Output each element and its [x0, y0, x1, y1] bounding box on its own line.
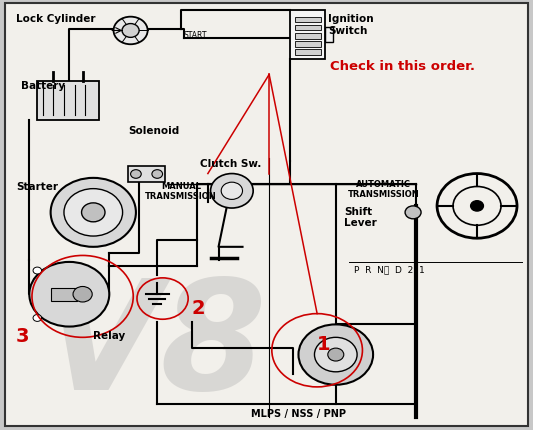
Circle shape [131, 170, 141, 179]
Text: Ignition
Switch: Ignition Switch [328, 14, 374, 36]
Circle shape [82, 203, 105, 222]
Bar [295, 18, 321, 23]
Circle shape [122, 25, 139, 38]
Circle shape [29, 262, 109, 327]
Text: MLPS / NSS / PNP: MLPS / NSS / PNP [251, 408, 346, 418]
Text: Lock Cylinder: Lock Cylinder [16, 14, 95, 25]
Text: Solenoid: Solenoid [128, 126, 179, 136]
Circle shape [51, 178, 136, 247]
Circle shape [33, 267, 42, 274]
Bar [295, 34, 321, 40]
Text: AUTOMATIC
TRANSMISSION: AUTOMATIC TRANSMISSION [348, 179, 419, 199]
Text: Check in this order.: Check in this order. [330, 60, 475, 73]
Bar [325, 28, 333, 43]
Text: 3: 3 [16, 326, 29, 345]
Circle shape [152, 170, 163, 179]
Text: Shift
Lever: Shift Lever [344, 206, 376, 228]
Text: MANUAL
TRANSMISSION: MANUAL TRANSMISSION [146, 181, 217, 201]
Bar [37, 82, 99, 120]
Text: Battery: Battery [21, 81, 66, 91]
Text: Clutch Sw.: Clutch Sw. [200, 158, 261, 169]
Text: Starter: Starter [16, 182, 58, 192]
Text: 1: 1 [317, 335, 331, 353]
Circle shape [314, 338, 357, 372]
Bar [295, 26, 321, 31]
Circle shape [211, 174, 253, 209]
Bar [295, 42, 321, 48]
Circle shape [73, 287, 92, 302]
Circle shape [64, 189, 123, 236]
Circle shape [471, 201, 483, 212]
Bar [128, 166, 165, 183]
Circle shape [114, 18, 148, 45]
Text: V8: V8 [43, 273, 267, 421]
Circle shape [33, 315, 42, 322]
Bar [290, 11, 325, 60]
Bar [51, 288, 77, 301]
Circle shape [298, 325, 373, 385]
Bar [295, 50, 321, 56]
Circle shape [221, 183, 243, 200]
Circle shape [328, 348, 344, 361]
Text: 2: 2 [192, 298, 206, 317]
Circle shape [405, 206, 421, 219]
Text: START: START [184, 31, 207, 40]
Text: Relay: Relay [93, 330, 126, 341]
Text: P  R  Nⓓ  D  2  1: P R Nⓓ D 2 1 [354, 264, 425, 273]
